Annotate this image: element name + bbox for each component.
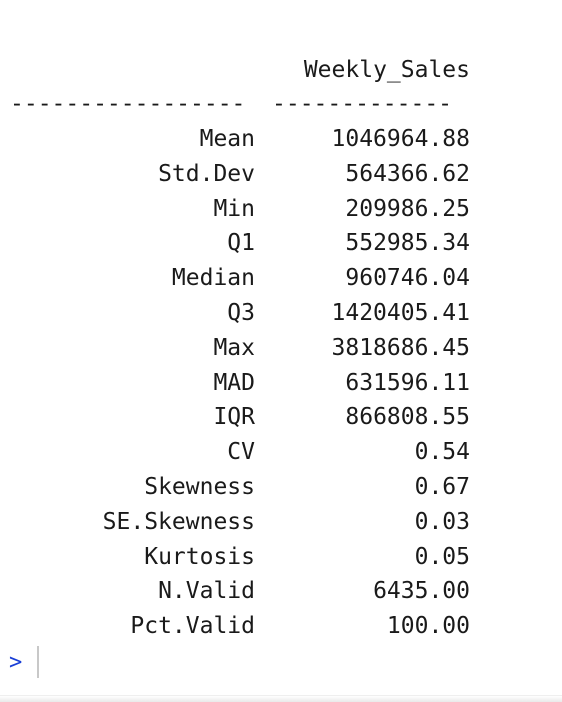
stat-label: Mean	[199, 126, 255, 152]
table-row: Kurtosis 0.05	[0, 540, 562, 575]
stat-value: 6435.00	[373, 578, 470, 605]
stat-label: MAD	[213, 369, 255, 396]
stat-value: 866808.55	[345, 404, 470, 431]
stat-label: Kurtosis	[144, 543, 255, 570]
console-prompt: >	[9, 650, 23, 675]
table-row: IQR 866808.55	[0, 400, 562, 435]
stat-label: Median	[171, 265, 255, 292]
stat-label: N.Valid	[158, 578, 255, 605]
table-row: N.Valid 6435.00	[0, 574, 562, 609]
stat-value: 100.00	[386, 613, 470, 640]
stat-value: 1420405.41	[331, 299, 470, 326]
table-row: Min 209986.25	[0, 192, 562, 227]
stat-label: Pct.Valid	[130, 613, 255, 640]
stat-value: 0.03	[414, 508, 470, 535]
stat-value: 564366.62	[345, 160, 470, 187]
table-row: Median 960746.04	[0, 261, 562, 296]
stat-label: Min	[213, 195, 255, 222]
stat-value: 0.54	[414, 439, 470, 466]
table-header-rule: ----------------- -------------	[0, 87, 562, 122]
console-input-line[interactable]: >	[0, 643, 562, 683]
stat-value: 3818686.45	[331, 334, 470, 361]
column-header-weekly-sales: Weekly_Sales	[303, 57, 470, 83]
table-row: CV 0.54	[0, 435, 562, 470]
descriptive-stats-table: Mean 1046964.88 Std.Dev 564366.62 Min 20…	[0, 122, 562, 644]
stat-value: 631596.11	[345, 369, 470, 396]
stat-value: 0.05	[414, 543, 470, 570]
stat-label: IQR	[213, 404, 255, 431]
table-row: Q1 552985.34	[0, 226, 562, 261]
rule-label-column: -----------------	[10, 91, 246, 117]
stat-label: Q3	[227, 299, 255, 326]
text-cursor	[37, 646, 39, 678]
stat-label: Std.Dev	[158, 160, 255, 187]
stat-label: SE.Skewness	[102, 508, 255, 535]
table-row: Mean 1046964.88	[0, 122, 562, 157]
stat-label: Skewness	[144, 473, 255, 500]
stat-label: CV	[227, 439, 255, 466]
table-row: Q3 1420405.41	[0, 296, 562, 331]
table-row: MAD 631596.11	[0, 366, 562, 401]
table-row: Pct.Valid 100.00	[0, 609, 562, 644]
stat-value: 552985.34	[345, 230, 470, 257]
stat-value: 0.67	[414, 473, 470, 500]
stat-label: Max	[213, 334, 255, 361]
rule-value-column: -------------	[272, 91, 453, 117]
stat-value: 960746.04	[345, 265, 470, 292]
table-row: Max 3818686.45	[0, 331, 562, 366]
table-header-row: Weekly_Sales	[0, 53, 562, 88]
stat-label: Q1	[227, 230, 255, 257]
table-row: SE.Skewness 0.03	[0, 505, 562, 540]
console-bottom-edge	[0, 695, 562, 702]
table-row: Std.Dev 564366.62	[0, 157, 562, 192]
table-row: Skewness 0.67	[0, 470, 562, 505]
stat-value: 1046964.88	[331, 126, 470, 152]
stat-value: 209986.25	[345, 195, 470, 222]
